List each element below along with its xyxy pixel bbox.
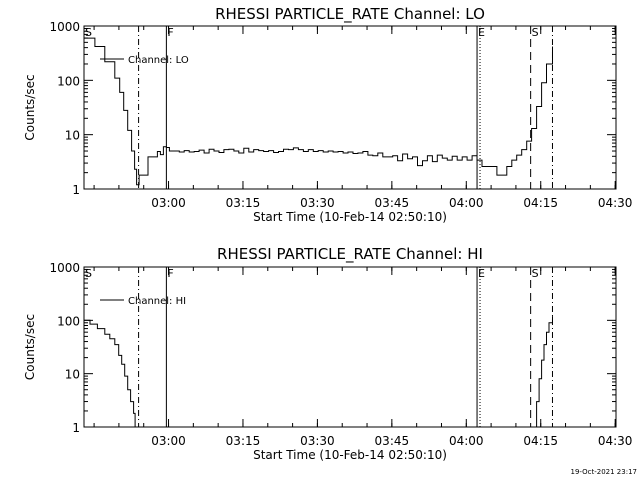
series-line: [84, 319, 136, 427]
footer-timestamp: 19-Oct-2021 23:17: [571, 468, 637, 476]
y-axis-label: Counts/sec: [23, 74, 37, 140]
chart-panel-1: RHESSI PARTICLE_RATE Channel: HI Counts/s…: [23, 245, 632, 462]
plot-frame: [83, 25, 617, 190]
y-tick-label: 100: [57, 74, 80, 88]
y-tick-label: 10: [65, 129, 80, 143]
x-tick-label: 04:30: [598, 196, 633, 210]
series-line: [84, 37, 553, 186]
x-axis-label: Start Time (10-Feb-14 02:50:10): [253, 448, 447, 462]
x-tick-label: 03:00: [151, 434, 186, 448]
y-tick-label: 1000: [49, 20, 80, 34]
y-tick-label: 100: [57, 314, 80, 328]
legend-label: Channel: LO: [128, 55, 189, 66]
x-tick-label: 03:30: [300, 434, 335, 448]
x-tick-label: 04:00: [449, 196, 484, 210]
x-tick-label: 03:45: [375, 196, 410, 210]
plot-frame: [83, 266, 617, 428]
event-marker-label: F: [167, 26, 173, 39]
x-tick-label: 03:30: [300, 196, 335, 210]
y-tick-label: 1000: [49, 261, 80, 275]
chart-title: RHESSI PARTICLE_RATE Channel: LO: [215, 5, 485, 24]
x-tick-label: 03:15: [226, 434, 261, 448]
x-tick-label: 03:45: [375, 434, 410, 448]
event-marker-label: S: [532, 26, 539, 39]
x-axis-label: Start Time (10-Feb-14 02:50:10): [253, 210, 447, 224]
series-line: [534, 316, 553, 428]
y-tick-label: 10: [65, 368, 80, 382]
event-marker-label: F: [167, 267, 173, 280]
x-tick-label: 04:15: [523, 434, 558, 448]
y-tick-label: 1: [72, 421, 80, 435]
x-tick-label: 03:15: [226, 196, 261, 210]
event-marker-label: E: [478, 267, 485, 280]
x-tick-label: 04:15: [523, 196, 558, 210]
y-tick-label: 1: [72, 183, 80, 197]
chart-title: RHESSI PARTICLE_RATE Channel: HI: [217, 245, 483, 264]
event-marker-label: E: [478, 26, 485, 39]
chart-panel-0: RHESSI PARTICLE_RATE Channel: LO Counts/s…: [23, 5, 632, 224]
x-tick-label: 04:00: [449, 434, 484, 448]
x-tick-label: 04:30: [598, 434, 633, 448]
event-marker-label: S: [85, 267, 92, 280]
event-marker-label: S: [85, 26, 92, 39]
event-marker-label: S: [532, 267, 539, 280]
legend-label: Channel: HI: [128, 296, 186, 307]
y-axis-label: Counts/sec: [23, 314, 37, 380]
x-tick-label: 03:00: [151, 196, 186, 210]
